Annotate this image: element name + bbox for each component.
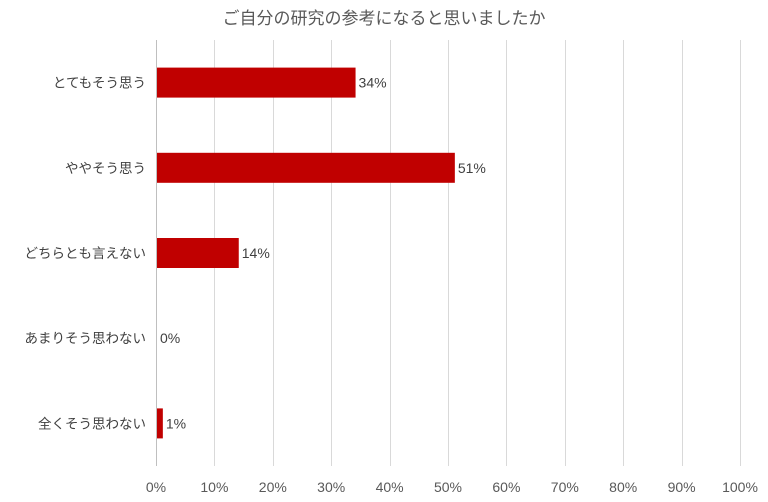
x-tick-labels: 0% 10% 20% 30% 40% 50% 60% 70% 80% 90% 100% bbox=[146, 479, 758, 495]
x-tick-label: 90% bbox=[668, 479, 696, 495]
x-tick-label: 80% bbox=[609, 479, 637, 495]
data-label: 0% bbox=[160, 330, 180, 346]
x-tick-label: 0% bbox=[146, 479, 166, 495]
gridlines bbox=[156, 40, 741, 466]
x-tick-label: 30% bbox=[317, 479, 345, 495]
category-label: とてもそう思う bbox=[53, 76, 146, 92]
category-label: 全くそう思わない bbox=[38, 415, 146, 432]
bar bbox=[157, 67, 356, 98]
bar bbox=[157, 238, 239, 268]
data-label: 1% bbox=[166, 415, 186, 431]
x-tick-label: 50% bbox=[434, 479, 462, 495]
x-tick-label: 60% bbox=[492, 479, 520, 495]
data-labels: 34% 51% 14% 0% 1% bbox=[160, 75, 486, 432]
category-label: ややそう思う bbox=[65, 161, 146, 177]
bar bbox=[157, 152, 455, 183]
bar bbox=[157, 408, 163, 439]
data-label: 14% bbox=[242, 245, 270, 261]
x-tick-label: 40% bbox=[376, 479, 404, 495]
category-label: あまりそう思わない bbox=[25, 331, 147, 347]
x-tick-label: 70% bbox=[551, 479, 579, 495]
data-label: 34% bbox=[359, 75, 387, 91]
x-tick-label: 100% bbox=[722, 479, 758, 495]
chart-title: ご自分の研究の参考になると思いましたか bbox=[223, 9, 546, 29]
bars bbox=[157, 67, 455, 439]
data-label: 51% bbox=[458, 160, 486, 176]
x-tick-label: 20% bbox=[259, 479, 287, 495]
category-label: どちらとも言えない bbox=[25, 246, 147, 262]
x-tick-label: 10% bbox=[200, 479, 228, 495]
